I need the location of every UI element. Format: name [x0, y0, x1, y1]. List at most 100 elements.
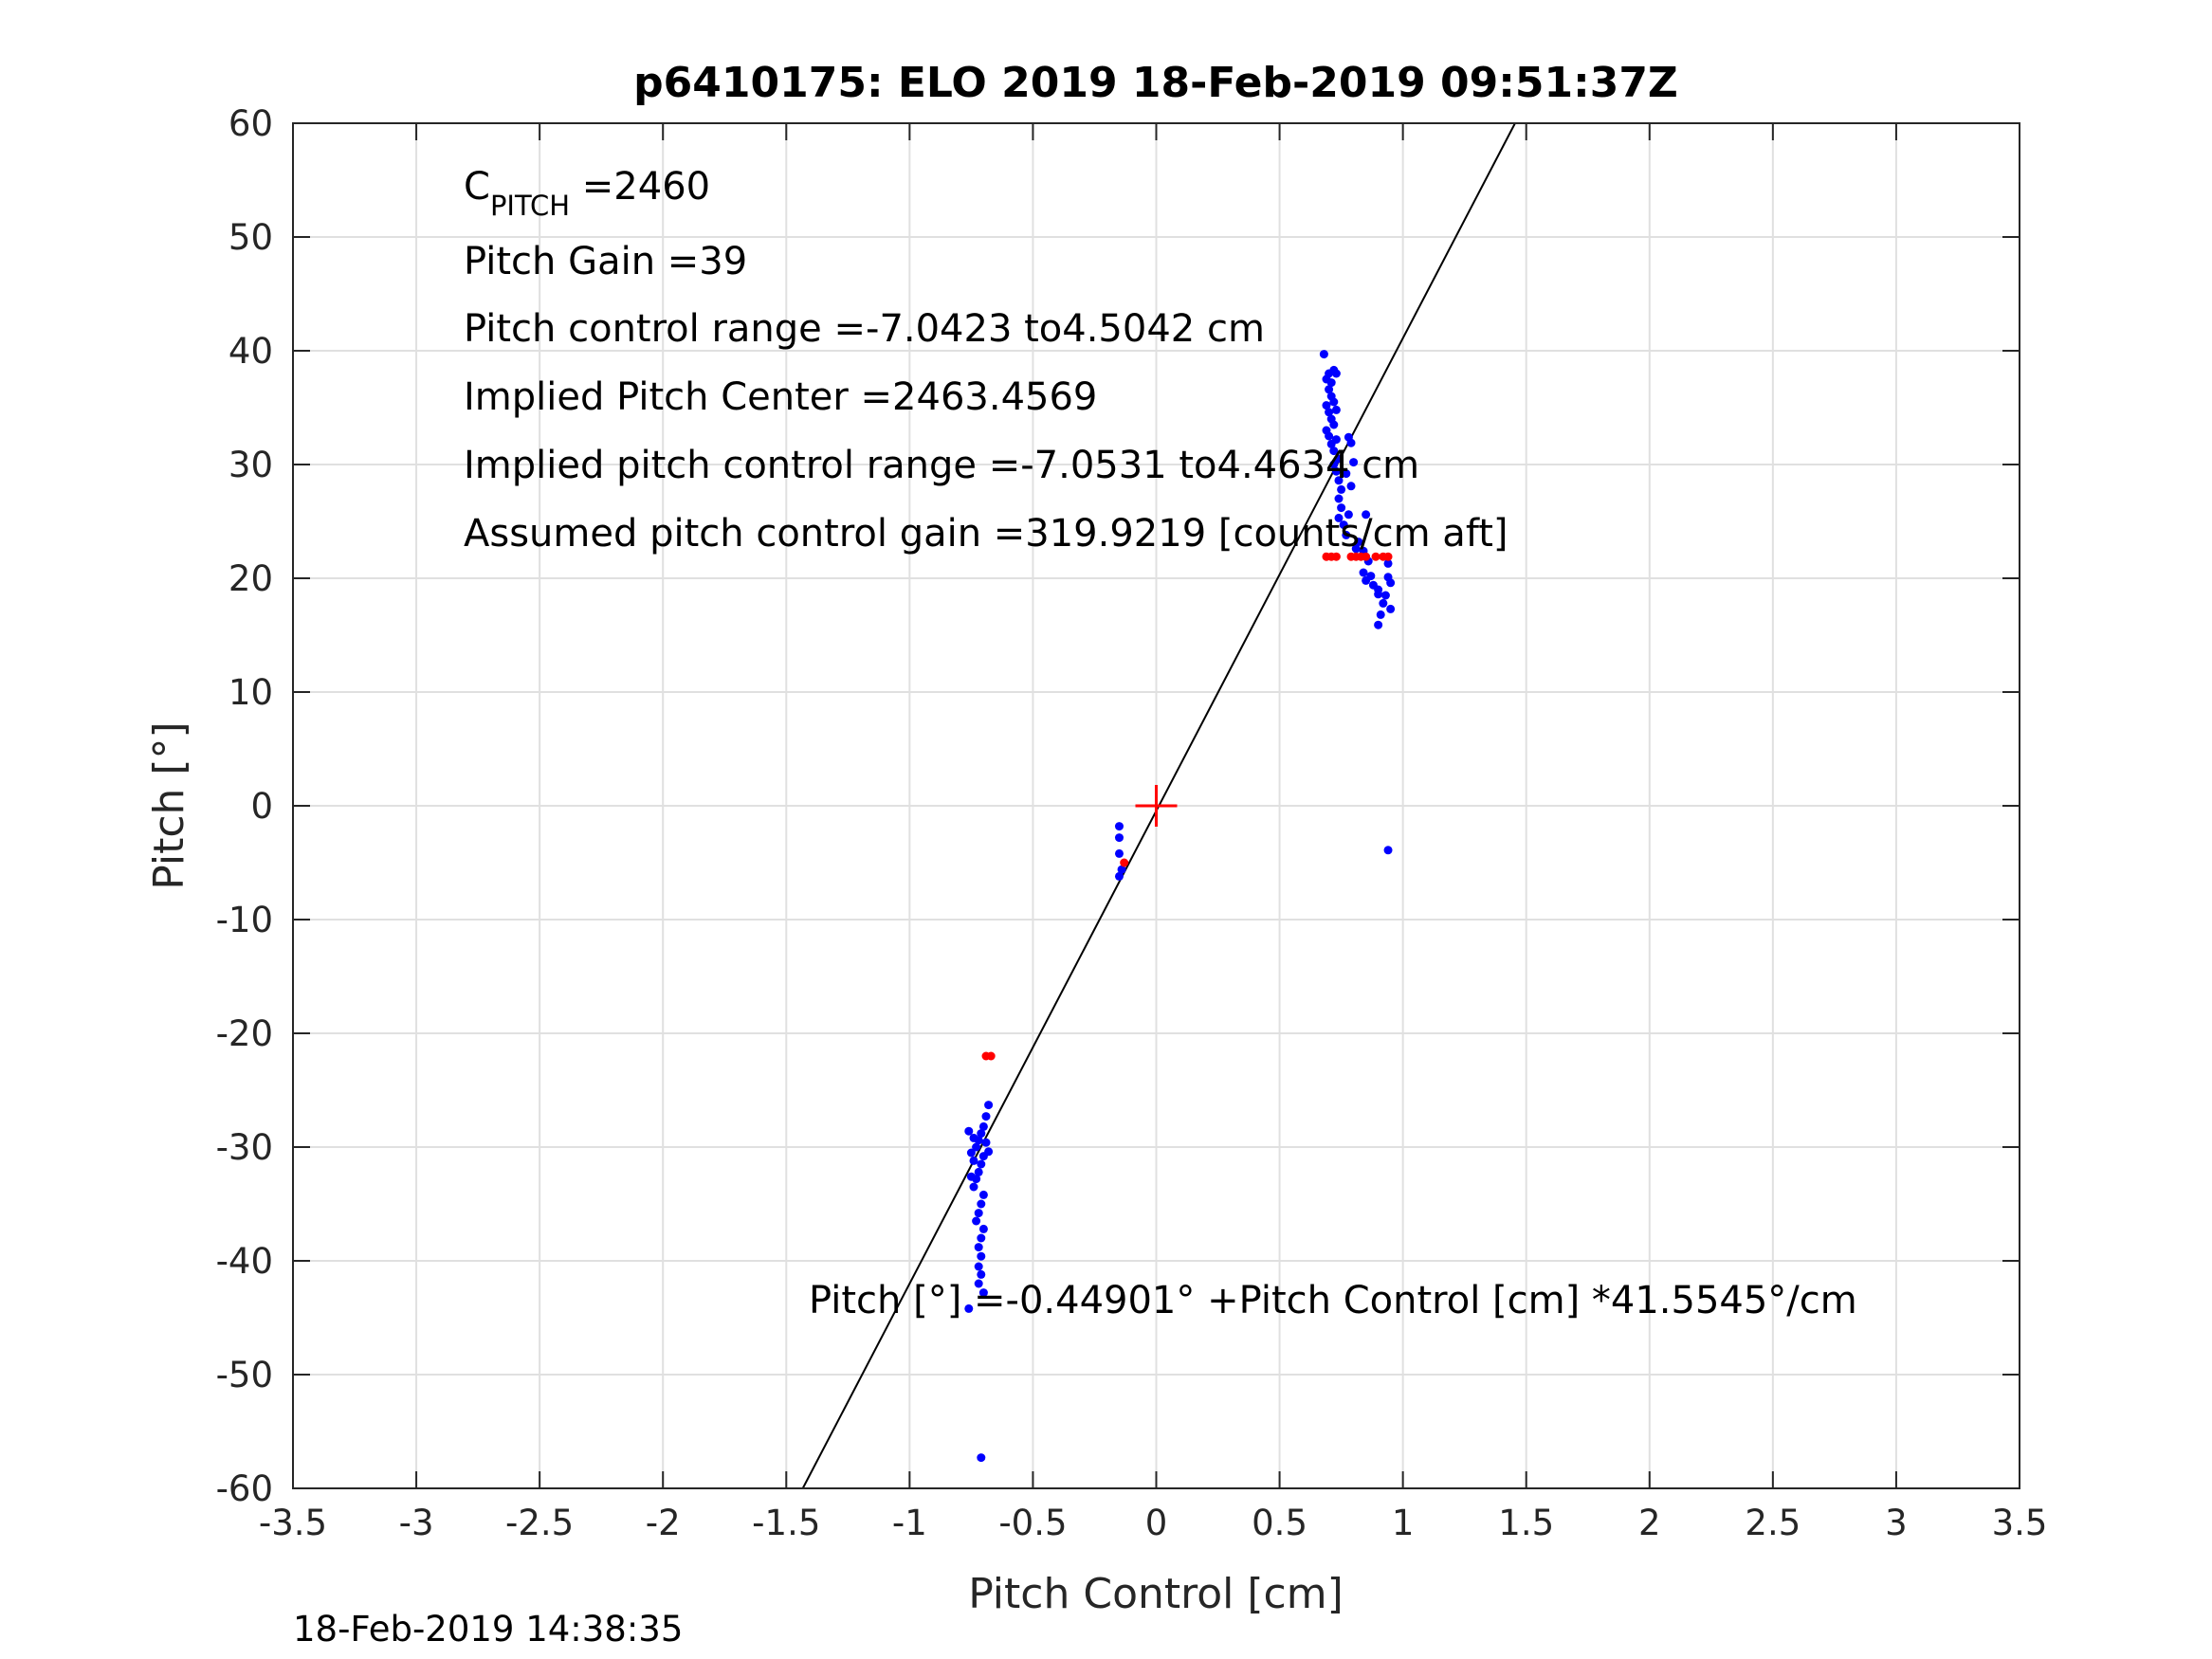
data-point-blue — [1326, 378, 1336, 388]
data-point-blue — [1386, 604, 1396, 613]
data-point-blue — [1331, 405, 1341, 414]
data-point-blue — [1344, 510, 1353, 520]
x-tick-label: 3 — [1885, 1503, 1908, 1543]
y-tick-label: -40 — [216, 1241, 273, 1282]
data-point-blue — [981, 1138, 991, 1147]
data-point-blue — [977, 1251, 986, 1261]
data-point-blue — [1386, 578, 1396, 588]
data-point-blue — [1325, 431, 1334, 441]
x-axis-label: Pitch Control [cm] — [968, 1570, 1344, 1618]
data-point-blue — [1331, 435, 1341, 445]
data-point-blue — [1329, 447, 1339, 456]
data-point-blue — [1334, 454, 1344, 464]
annotation-assumed-gain: Assumed pitch control gain =319.9219 [co… — [464, 512, 1508, 556]
timestamp: 18-Feb-2019 14:38:35 — [293, 1609, 683, 1650]
x-tick-label: 1.5 — [1498, 1503, 1554, 1543]
data-point-blue — [972, 1142, 981, 1152]
x-tick-label: -0.5 — [998, 1503, 1067, 1543]
data-point-blue — [1329, 397, 1339, 407]
x-tick-label: 0.5 — [1252, 1503, 1307, 1543]
y-axis-label: Pitch [°] — [145, 721, 193, 889]
data-point-blue — [1114, 822, 1124, 831]
data-point-blue — [1329, 420, 1339, 429]
data-point-blue — [977, 1129, 986, 1139]
data-point-blue — [977, 1233, 986, 1243]
x-tick-label: 1 — [1392, 1503, 1415, 1543]
y-tick-label: -30 — [216, 1127, 273, 1168]
data-point-blue — [984, 1101, 994, 1110]
data-point-blue — [1362, 510, 1371, 520]
data-point-red — [1331, 552, 1341, 561]
data-point-blue — [1351, 544, 1361, 554]
data-point-blue — [1379, 598, 1388, 608]
data-point-blue — [1117, 865, 1126, 874]
data-points — [964, 350, 1396, 1463]
tick-labels: -3.5 -3 -2.5 -2 -1.5 -1 -0.5 0 0.5 1 1.5 2 2.5 3 3.5 60… — [216, 103, 2048, 1543]
data-point-blue — [1383, 558, 1393, 568]
y-tick-label: 10 — [229, 672, 273, 713]
data-point-blue — [1329, 460, 1339, 469]
y-tick-label: 40 — [229, 331, 273, 372]
x-tick-label: -2 — [646, 1503, 681, 1543]
data-point-blue — [1325, 385, 1334, 394]
data-point-blue — [981, 1112, 991, 1121]
data-point-red — [1371, 552, 1380, 561]
y-tick-label: -10 — [216, 900, 273, 940]
annotation-pitch-control-range: Pitch control range =-7.0423 to4.5042 cm — [464, 307, 1265, 351]
data-point-blue — [1366, 572, 1376, 581]
chart-title: p6410175: ELO 2019 18-Feb-2019 09:51:37Z — [633, 59, 1678, 107]
x-tick-label: 3.5 — [1992, 1503, 2048, 1543]
data-point-blue — [1376, 610, 1385, 619]
x-tick-label: -3.5 — [259, 1503, 327, 1543]
data-point-red — [1383, 552, 1393, 561]
data-point-blue — [969, 1156, 978, 1165]
data-point-blue — [964, 1304, 974, 1313]
data-point-blue — [1319, 350, 1328, 359]
data-point-blue — [1331, 466, 1341, 476]
annotation-implied-pitch-control-range: Implied pitch control range =-7.0531 to4… — [464, 444, 1419, 487]
x-tick-label: -1.5 — [752, 1503, 820, 1543]
data-point-blue — [972, 1216, 981, 1226]
data-point-blue — [969, 1133, 978, 1142]
data-point-red — [1120, 858, 1129, 867]
data-point-red — [1362, 552, 1371, 561]
y-tick-label: -20 — [216, 1013, 273, 1054]
data-point-blue — [977, 1453, 986, 1463]
data-point-blue — [1337, 484, 1346, 494]
x-tick-label: -1 — [892, 1503, 927, 1543]
data-point-blue — [964, 1126, 974, 1136]
data-point-blue — [977, 1199, 986, 1209]
data-point-blue — [974, 1279, 983, 1288]
x-tick-label: -3 — [399, 1503, 434, 1543]
data-point-blue — [1114, 833, 1124, 843]
data-point-blue — [1374, 585, 1383, 594]
data-point-blue — [978, 1190, 988, 1199]
data-point-blue — [977, 1269, 986, 1279]
data-point-blue — [1334, 494, 1344, 503]
data-point-blue — [1344, 432, 1353, 442]
annotation-c-pitch-main: C — [464, 165, 490, 209]
annotation-c-pitch-subscript: PITCH — [490, 190, 570, 222]
annotation-c-pitch: CPITCH =2460 — [464, 165, 710, 222]
data-point-blue — [1114, 848, 1124, 858]
data-point-blue — [1337, 503, 1346, 513]
data-point-blue — [977, 1159, 986, 1169]
data-point-blue — [966, 1148, 976, 1158]
y-tick-label: 20 — [229, 558, 273, 599]
data-point-blue — [974, 1262, 983, 1271]
x-tick-label: 2 — [1638, 1503, 1661, 1543]
annotation-implied-pitch-center: Implied Pitch Center =2463.4569 — [464, 375, 1097, 419]
data-point-blue — [1346, 482, 1356, 491]
y-tick-label: -60 — [216, 1468, 273, 1509]
y-tick-label: 30 — [229, 445, 273, 485]
y-tick-label: -50 — [216, 1355, 273, 1395]
data-point-blue — [984, 1147, 994, 1157]
data-point-blue — [1325, 408, 1334, 417]
data-point-blue — [1114, 871, 1124, 881]
data-point-blue — [1374, 620, 1383, 629]
annotation-c-pitch-value: =2460 — [570, 165, 710, 209]
data-point-blue — [978, 1121, 988, 1131]
x-tick-label: 2.5 — [1745, 1503, 1801, 1543]
data-point-blue — [978, 1224, 988, 1233]
